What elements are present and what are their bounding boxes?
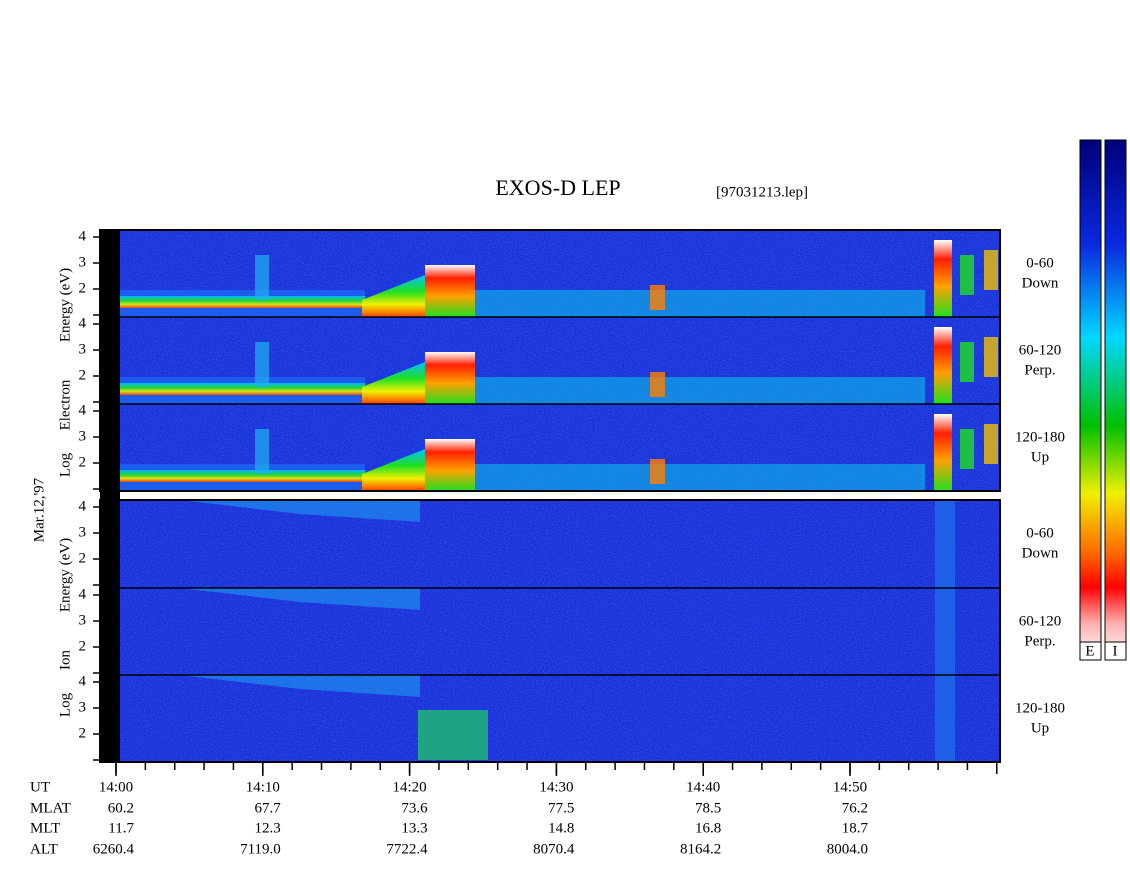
y-tick-label: 2 — [79, 280, 87, 296]
ephemeris-value: 11.7 — [108, 820, 134, 836]
x-tick-label: 14:00 — [99, 779, 133, 795]
frame — [99, 229, 1001, 492]
spectrogram — [120, 588, 1000, 676]
frame — [99, 499, 1001, 763]
colorbar — [1104, 139, 1127, 661]
y-tick-label: 4 — [79, 402, 87, 418]
pitch-direction: Up — [1031, 449, 1049, 465]
ephemeris-value: 16.8 — [695, 820, 721, 836]
axis-label: Energy (eV) — [57, 268, 73, 342]
x-tick-label: 14:50 — [833, 779, 867, 795]
ephemeris-label: UT — [30, 779, 50, 795]
spectrogram-feature — [418, 710, 488, 760]
pitch-angle: 0-60 — [1026, 525, 1054, 541]
ephemeris-value: 18.7 — [842, 820, 869, 836]
spectrogram — [120, 404, 1000, 491]
spectrogram — [120, 317, 1000, 404]
y-tick-label: 4 — [79, 228, 87, 244]
pitch-direction: Down — [1022, 275, 1059, 291]
ephemeris-label: MLT — [30, 820, 60, 836]
date: Mar.12,'97 — [31, 477, 47, 542]
y-tick-label: 3 — [79, 524, 87, 540]
x-tick-label: 14:30 — [539, 779, 573, 795]
chart-title: EXOS-D LEP — [495, 175, 620, 200]
x-tick-label: 14:10 — [246, 779, 280, 795]
ephemeris-value: 78.5 — [695, 800, 721, 816]
data-gap — [100, 230, 120, 762]
ephemeris-value: 8004.0 — [827, 841, 868, 857]
spectrogram — [120, 500, 1000, 588]
pitch-direction: Down — [1022, 545, 1059, 561]
axis-label: Log — [57, 692, 73, 717]
y-tick-label: 3 — [79, 341, 87, 357]
pitch-angle: 120-180 — [1015, 700, 1065, 716]
pitch-direction: Perp. — [1024, 633, 1055, 649]
y-tick-label: 4 — [79, 315, 87, 331]
ephemeris-value: 8070.4 — [533, 841, 575, 857]
axis-label: Log — [57, 452, 73, 477]
y-tick-label: 4 — [79, 586, 87, 602]
ephemeris-value: 67.7 — [255, 800, 282, 816]
spectrogram — [120, 230, 1000, 317]
pitch-angle: 60-120 — [1019, 342, 1062, 358]
y-tick-label: 2 — [79, 367, 87, 383]
y-tick-label: 4 — [79, 673, 87, 689]
axis-label: Ion — [57, 650, 73, 670]
ephemeris-value: 13.3 — [401, 820, 427, 836]
ephemeris-value: 14.8 — [548, 820, 574, 836]
y-tick-label: 3 — [79, 254, 87, 270]
y-tick-label: 3 — [79, 612, 87, 628]
y-tick-label: 3 — [79, 699, 87, 715]
ephemeris-value: 12.3 — [255, 820, 281, 836]
ephemeris-value: 73.6 — [401, 800, 428, 816]
pitch-angle: 0-60 — [1026, 255, 1054, 271]
y-tick-label: 2 — [79, 725, 87, 741]
ephemeris-label: ALT — [30, 841, 58, 857]
file-name: [97031213.lep] — [716, 184, 808, 200]
x-tick-label: 14:40 — [686, 779, 720, 795]
colorbar-label: E — [1085, 643, 1094, 659]
colorbar-label-box — [1104, 641, 1127, 661]
ephemeris-label: MLAT — [30, 800, 71, 816]
pitch-angle: 60-120 — [1019, 613, 1062, 629]
ephemeris-value: 7722.4 — [386, 841, 428, 857]
spectrogram — [120, 675, 1000, 763]
axis-label: Electron — [57, 379, 73, 430]
pitch-direction: Perp. — [1024, 362, 1055, 378]
ephemeris-value: 76.2 — [842, 800, 868, 816]
y-tick-label: 2 — [79, 638, 87, 654]
pitch-direction: Up — [1031, 720, 1049, 736]
ephemeris-value: 77.5 — [548, 800, 574, 816]
colorbar — [1079, 139, 1102, 661]
y-tick-label: 2 — [79, 550, 87, 566]
colorbar-label-box — [1079, 641, 1102, 661]
ephemeris-value: 7119.0 — [240, 841, 281, 857]
y-tick-label: 3 — [79, 428, 87, 444]
ephemeris-value: 60.2 — [108, 800, 134, 816]
y-tick-label: 2 — [79, 454, 87, 470]
axis-label: Energy (eV) — [57, 538, 73, 612]
ephemeris-value: 6260.4 — [93, 841, 135, 857]
x-tick-label: 14:20 — [393, 779, 427, 795]
y-tick-label: 4 — [79, 498, 87, 514]
ephemeris-value: 8164.2 — [680, 841, 721, 857]
colorbar-label: I — [1113, 643, 1118, 659]
pitch-angle: 120-180 — [1015, 429, 1065, 445]
